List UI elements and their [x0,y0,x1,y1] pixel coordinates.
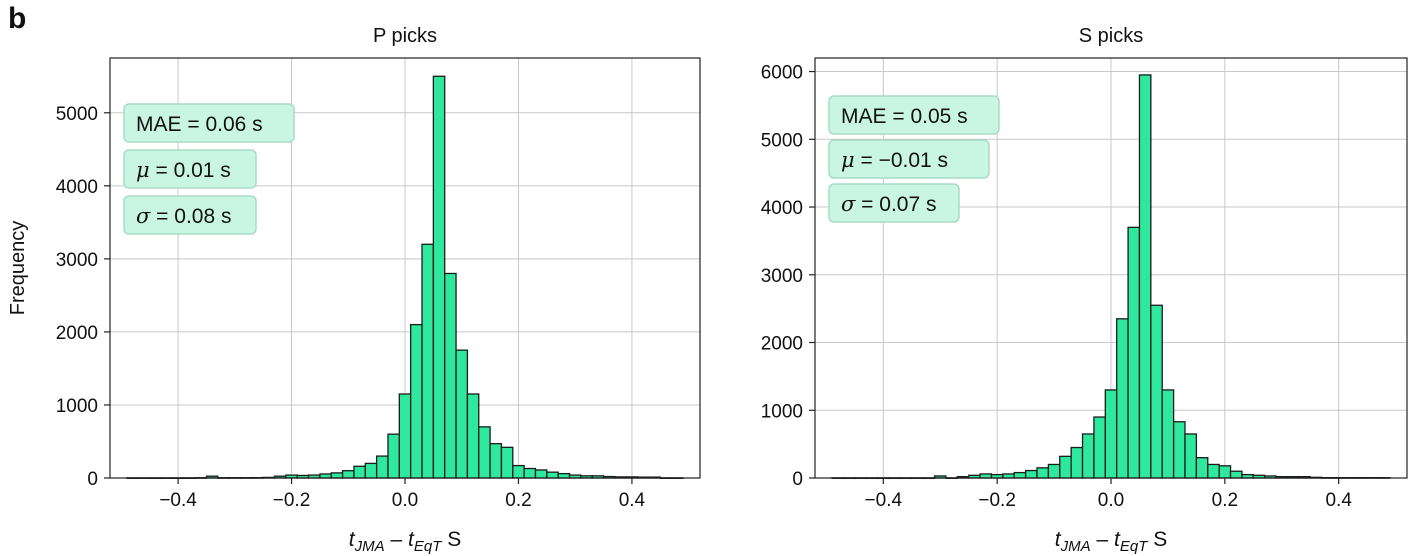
x-axis-label: tJMA – tEqT S [349,528,461,555]
stats-box [123,195,257,235]
histogram-bar [1116,318,1129,479]
histogram-bar [1229,470,1243,479]
histogram-bar [432,75,446,479]
histogram-bar [1047,463,1061,479]
histogram-bar [1161,389,1175,479]
histogram-bar [330,472,344,479]
histogram-bar [512,464,525,479]
panel-label: b [8,2,27,35]
y-tick-label: 2000 [761,334,803,355]
stats-text: σ = 0.07 s [841,192,936,216]
histogram-bar [353,465,366,479]
x-tick-label: 0.4 [619,490,646,511]
stats-text: MAE = 0.05 s [841,105,968,128]
histogram-bar [410,323,423,479]
x-tick-label: 0.4 [1325,490,1352,511]
y-tick-label: 0 [792,469,803,490]
chart-s-picks: −0.4 −0.2 0.0 0.2 0.4 0 1000 2000 3000 4000 5000 60… [761,25,1408,555]
histogram-bar [1013,471,1027,479]
histogram-bar [375,455,389,479]
y-tick-label: 3000 [761,266,803,287]
chart-p-picks: −0.4 −0.2 0.0 0.2 0.4 0 1000 2000 3000 4000 5000 P … [7,25,701,555]
y-tick-label: 2000 [56,323,98,344]
histogram-bar [1195,457,1209,479]
stats-text: σ = 0.08 s [136,204,231,228]
histogram-bar [444,272,457,479]
stats-box [828,139,990,179]
x-tick-label: 0.2 [1212,490,1238,511]
y-tick-label: 1000 [56,396,98,417]
stats-text: μ = 0.01 s [136,158,231,182]
histogram-bar [534,469,548,479]
stats-text: μ = −0.01 s [841,148,948,172]
y-tick-label: 4000 [761,198,803,219]
histogram-bar [466,393,480,479]
histogram-bar [1172,421,1186,479]
stats-text: MAE = 0.06 s [136,113,263,136]
histogram-bar [341,470,355,479]
y-tick-label: 4000 [56,177,98,198]
x-tick-label: −0.4 [865,490,903,511]
histogram-bar [1184,433,1198,479]
histogram-bar [546,471,559,479]
y-tick-label: 0 [87,469,98,490]
y-tick-label: 3000 [56,250,98,271]
x-tick-label: 0.0 [1098,490,1124,511]
histogram-bar [364,462,378,479]
x-tick-label: −0.4 [159,490,197,511]
histogram-bar [1150,304,1163,479]
histogram-bar [979,473,993,479]
histogram-bar [1127,226,1141,479]
y-tick-label: 1000 [761,401,803,422]
histogram-bar [523,467,537,479]
y-axis-label: Frequency [7,221,29,316]
histogram-bar [421,243,435,479]
histogram-bar [1036,467,1050,479]
histogram-bar [455,349,469,479]
x-tick-label: −0.2 [978,490,1016,511]
x-tick-label: 0.0 [392,490,418,511]
histogram-bar [500,446,514,479]
histogram-bar [1104,389,1118,479]
y-tick-label: 5000 [56,104,98,125]
y-tick-label: 6000 [761,63,803,84]
histogram-bar [1081,433,1095,479]
y-tick-label: 5000 [761,130,803,151]
histogram-bar [398,393,412,479]
stats-box [123,103,295,143]
x-tick-label: 0.2 [505,490,531,511]
x-tick-label: −0.2 [273,490,311,511]
stats-box [123,149,257,189]
stats-box [828,95,1000,135]
histogram-bar [319,473,332,479]
stats-box [828,183,960,223]
chart-title: P picks [373,25,437,47]
histogram-bar [1059,455,1072,479]
histogram-bar [387,433,400,479]
histogram-bar [1093,416,1106,479]
histogram-bar [1024,469,1038,479]
histogram-bar [557,472,571,479]
histogram-bar [478,426,491,479]
x-axis-label: tJMA – tEqT S [1055,528,1167,555]
histogram-bar [1218,465,1232,479]
histogram-bar [1207,463,1220,479]
histogram-bar [489,443,503,479]
histogram-bar [1002,473,1015,479]
chart-title: S picks [1079,25,1143,47]
histogram-bar [1138,74,1152,479]
histogram-bar [1070,446,1084,479]
